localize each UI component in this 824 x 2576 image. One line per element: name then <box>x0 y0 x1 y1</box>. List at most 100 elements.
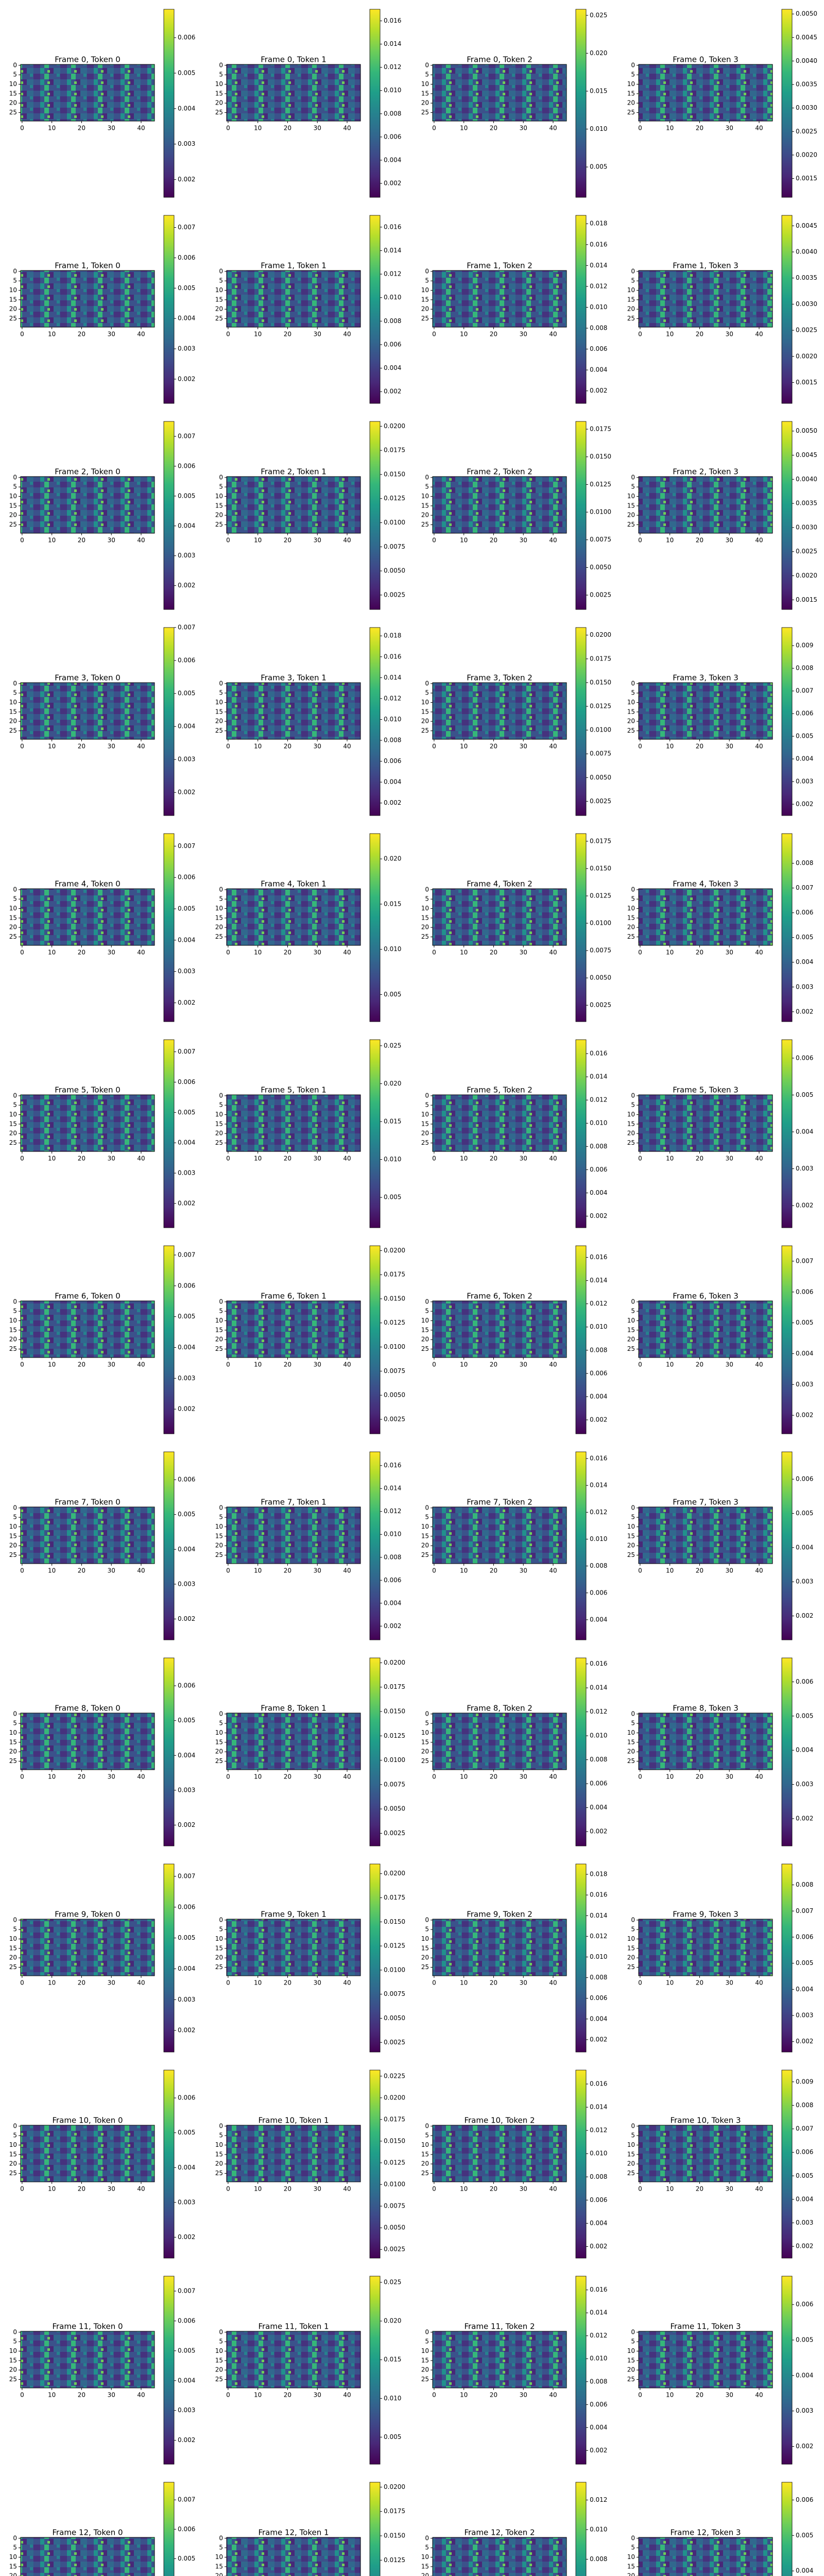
y-tick-label: 5 <box>631 1308 635 1315</box>
colorbar-tick-label: 0.0125 <box>384 495 405 502</box>
colorbar-tick-label: 0.004 <box>796 2371 813 2379</box>
x-tick-label: 20 <box>696 331 703 338</box>
y-tick-label: 25 <box>421 315 429 322</box>
y-tick-label: 25 <box>421 2170 429 2177</box>
colorbar-tick-label: 0.0075 <box>384 1990 405 1997</box>
colorbar-tick-label: 0.0045 <box>796 451 817 459</box>
heatmap-image <box>227 64 360 121</box>
y-tick-label: 0 <box>13 2328 17 2335</box>
colorbar-tick-label: 0.005 <box>178 1717 195 1724</box>
x-tick-label: 30 <box>520 125 527 132</box>
y-tick-label: 25 <box>215 727 223 734</box>
colorbar <box>369 833 381 1022</box>
y-tick-label: 10 <box>627 493 635 500</box>
y-tick-label: 5 <box>425 1720 429 1727</box>
colorbar-tick-label: 0.010 <box>590 125 607 132</box>
colorbar-tick-label: 0.010 <box>590 2150 607 2157</box>
colorbar <box>781 1039 793 1228</box>
x-tick-label: 40 <box>755 1773 763 1781</box>
y-tick-label: 0 <box>13 1916 17 1923</box>
colorbar-tick-label: 0.007 <box>178 432 195 439</box>
colorbar-tick-label: 0.0100 <box>384 1756 405 1764</box>
x-tick-label: 40 <box>549 1155 557 1162</box>
y-tick-label: 5 <box>219 2544 223 2551</box>
heatmap-image <box>227 2125 360 2182</box>
x-tick-label: 30 <box>108 1773 115 1781</box>
colorbar <box>369 2482 381 2576</box>
x-tick-label: 10 <box>254 1567 262 1574</box>
y-tick-label: 10 <box>215 80 223 88</box>
y-tick-label: 5 <box>425 1926 429 1933</box>
x-tick-label: 40 <box>549 2392 557 2399</box>
x-tick-label: 10 <box>460 1979 468 1987</box>
axes-frame <box>20 1300 155 1358</box>
colorbar-tick-label: 0.006 <box>178 2094 195 2102</box>
y-tick-label: 25 <box>421 1963 429 1971</box>
colorbar-tick-label: 0.006 <box>384 757 401 765</box>
y-tick-label: 10 <box>9 493 17 500</box>
axes-frame <box>20 888 155 946</box>
colorbar-tick-label: 0.006 <box>178 1078 195 1086</box>
colorbar-tick-label: 0.006 <box>796 2496 813 2503</box>
colorbar-tick-label: 0.0050 <box>590 564 611 571</box>
x-tick-label: 10 <box>48 949 56 956</box>
x-tick-label: 0 <box>226 743 230 750</box>
x-tick-label: 10 <box>254 1773 262 1781</box>
y-tick-label: 0 <box>631 1504 635 1511</box>
x-tick-label: 10 <box>254 949 262 956</box>
colorbar-tick-label: 0.010 <box>590 303 607 311</box>
colorbar-tick-label: 0.007 <box>178 1872 195 1879</box>
colorbar-tick-label: 0.014 <box>590 1684 607 1691</box>
colorbar-tick-label: 0.002 <box>796 2243 813 2250</box>
y-tick-label: 25 <box>421 727 429 734</box>
colorbar-tick-label: 0.0050 <box>384 2224 405 2231</box>
panel-title: Frame 6, Token 3 <box>673 1292 739 1301</box>
y-tick-label: 15 <box>421 1738 429 1745</box>
x-tick-label: 0 <box>432 1155 436 1162</box>
x-tick-label: 20 <box>78 1567 85 1574</box>
colorbar-tick-label: 0.008 <box>590 1562 607 1569</box>
y-tick-label: 15 <box>627 90 635 97</box>
y-tick-label: 25 <box>627 2376 635 2383</box>
heatmap-image <box>227 2331 360 2388</box>
axes-frame <box>432 682 567 740</box>
colorbar-tick-label: 0.002 <box>178 2027 195 2034</box>
colorbar-tick-label: 0.014 <box>590 2104 607 2111</box>
colorbar-tick-label: 0.016 <box>384 223 401 230</box>
axes-frame <box>226 1713 361 1770</box>
colorbar-tick-label: 0.006 <box>796 1476 813 1483</box>
colorbar-tick-label: 0.005 <box>796 934 813 941</box>
x-tick-label: 0 <box>638 949 642 956</box>
panel-title: Frame 8, Token 3 <box>673 1704 739 1713</box>
x-tick-label: 40 <box>343 331 351 338</box>
y-tick-label: 15 <box>9 1120 17 1127</box>
y-tick-label: 0 <box>631 1916 635 1923</box>
colorbar-tick-label: 0.012 <box>590 282 607 290</box>
colorbar <box>369 1863 381 2053</box>
x-tick-label: 30 <box>108 125 115 132</box>
panel-title: Frame 11, Token 2 <box>464 2322 535 2331</box>
y-tick-label: 0 <box>425 2534 429 2541</box>
colorbar-tick-label: 0.004 <box>796 1747 813 1754</box>
colorbar-tick-label: 0.004 <box>796 2567 813 2574</box>
y-tick-label: 25 <box>421 1551 429 1558</box>
x-tick-label: 0 <box>20 537 24 544</box>
y-tick-label: 0 <box>13 886 17 893</box>
colorbar-tick-label: 0.002 <box>796 801 813 808</box>
x-tick-label: 30 <box>314 331 321 338</box>
x-tick-label: 10 <box>254 1979 262 1987</box>
axes-frame <box>226 2125 361 2182</box>
x-tick-label: 30 <box>314 743 321 750</box>
heatmap-image <box>21 683 154 739</box>
y-tick-label: 25 <box>9 1963 17 1971</box>
y-tick-label: 10 <box>9 905 17 912</box>
colorbar-tick-label: 0.012 <box>590 1933 607 1940</box>
colorbar-tick-label: 0.004 <box>796 1350 813 1357</box>
x-tick-label: 10 <box>460 1361 468 1368</box>
heatmap-image <box>21 1301 154 1358</box>
y-tick-label: 10 <box>215 1523 223 1530</box>
colorbar-tick-label: 0.003 <box>796 1165 813 1172</box>
heatmap-image <box>227 270 360 327</box>
y-tick-label: 5 <box>219 2338 223 2345</box>
heatmap-image <box>639 64 772 121</box>
